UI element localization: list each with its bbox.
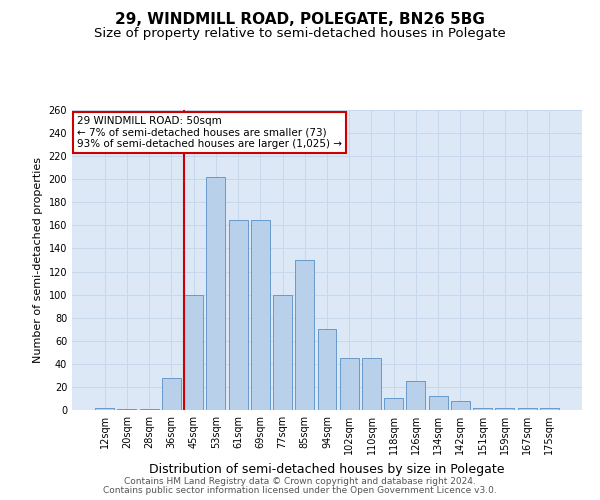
Bar — [473, 408, 492, 410]
Bar — [95, 408, 114, 410]
Bar — [317, 329, 337, 410]
Y-axis label: Number of semi-detached properties: Number of semi-detached properties — [33, 157, 43, 363]
Text: 29 WINDMILL ROAD: 50sqm
← 7% of semi-detached houses are smaller (73)
93% of sem: 29 WINDMILL ROAD: 50sqm ← 7% of semi-det… — [77, 116, 342, 149]
Bar — [429, 396, 448, 410]
Text: Contains public sector information licensed under the Open Government Licence v3: Contains public sector information licen… — [103, 486, 497, 495]
X-axis label: Distribution of semi-detached houses by size in Polegate: Distribution of semi-detached houses by … — [149, 462, 505, 475]
Bar — [251, 220, 270, 410]
Bar — [184, 294, 203, 410]
Bar — [140, 409, 158, 410]
Bar — [518, 408, 536, 410]
Bar — [162, 378, 181, 410]
Bar — [229, 220, 248, 410]
Text: Contains HM Land Registry data © Crown copyright and database right 2024.: Contains HM Land Registry data © Crown c… — [124, 477, 476, 486]
Bar — [362, 358, 381, 410]
Text: 29, WINDMILL ROAD, POLEGATE, BN26 5BG: 29, WINDMILL ROAD, POLEGATE, BN26 5BG — [115, 12, 485, 28]
Bar — [451, 401, 470, 410]
Bar — [206, 177, 225, 410]
Bar — [406, 381, 425, 410]
Bar — [295, 260, 314, 410]
Bar — [340, 358, 359, 410]
Bar — [118, 409, 136, 410]
Bar — [384, 398, 403, 410]
Bar — [496, 408, 514, 410]
Text: Size of property relative to semi-detached houses in Polegate: Size of property relative to semi-detach… — [94, 28, 506, 40]
Bar — [273, 294, 292, 410]
Bar — [540, 408, 559, 410]
